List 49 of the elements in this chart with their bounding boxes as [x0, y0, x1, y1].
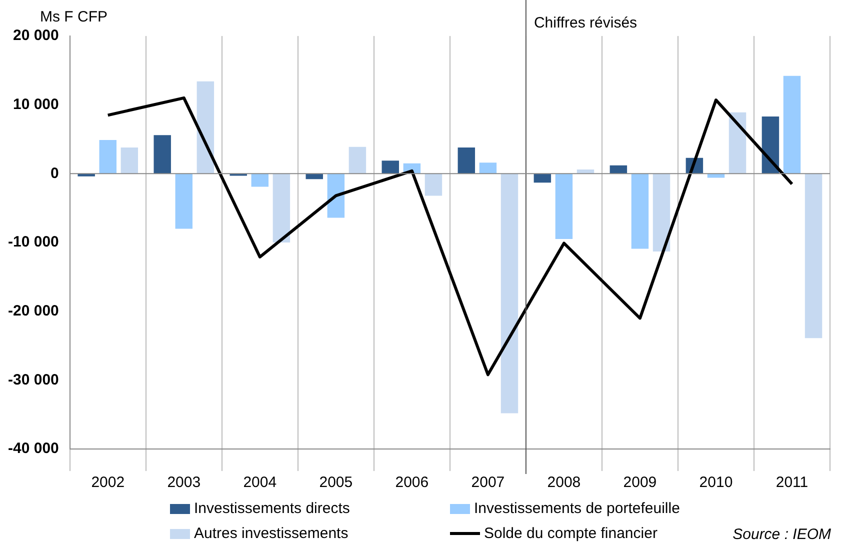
bar: [78, 174, 95, 176]
x-tick-label: 2002: [91, 474, 125, 492]
x-tick-label: 2004: [243, 474, 277, 492]
y-tick-label: -40 000: [8, 440, 59, 458]
y-axis-title: Ms F CFP: [40, 8, 108, 26]
bar: [424, 174, 442, 196]
bar: [631, 174, 649, 249]
x-tick-label: 2008: [547, 474, 581, 492]
bar: [382, 160, 400, 174]
y-tick-label: -20 000: [8, 302, 59, 320]
legend-label: Autres investissements: [194, 525, 348, 542]
x-tick-label: 2006: [395, 474, 429, 492]
source-note: Source : IEOM: [732, 526, 831, 543]
x-tick-label: 2007: [471, 474, 505, 492]
bar: [154, 135, 171, 174]
bar: [728, 112, 746, 174]
bar: [99, 140, 116, 174]
bar: [348, 146, 366, 174]
bar: [175, 174, 193, 229]
ref-line-label: Chiffres révisés: [534, 14, 638, 32]
bar: [804, 174, 822, 338]
y-tick-label: 10 000: [12, 96, 59, 113]
bar: [120, 148, 138, 174]
bar: [652, 174, 670, 252]
bar: [762, 116, 780, 174]
bar: [610, 165, 628, 174]
x-tick-label: 2009: [623, 474, 657, 492]
bar: [272, 174, 290, 242]
bar: [251, 174, 269, 187]
legend-label: Investissements directs: [194, 500, 350, 517]
x-tick-label: 2003: [167, 474, 201, 492]
y-tick-label: -30 000: [8, 371, 59, 388]
bar: [707, 174, 725, 178]
x-tick-label: 2010: [699, 474, 733, 492]
y-tick-label: 0: [50, 164, 59, 182]
bar: [783, 76, 801, 174]
y-tick-label: -10 000: [8, 234, 59, 251]
x-tick-label: 2005: [319, 474, 353, 492]
x-tick-label: 2011: [776, 474, 808, 492]
bar: [500, 174, 518, 414]
bar: [327, 174, 345, 218]
bar: [555, 174, 573, 240]
bar: [479, 162, 497, 174]
bar: [458, 148, 476, 174]
bar: [534, 174, 552, 183]
y-tick-label: 20 000: [12, 27, 59, 44]
legend-label: Investissements de portefeuille: [474, 500, 680, 517]
legend-label: Solde du compte financier: [484, 525, 658, 542]
bar: [196, 81, 214, 174]
